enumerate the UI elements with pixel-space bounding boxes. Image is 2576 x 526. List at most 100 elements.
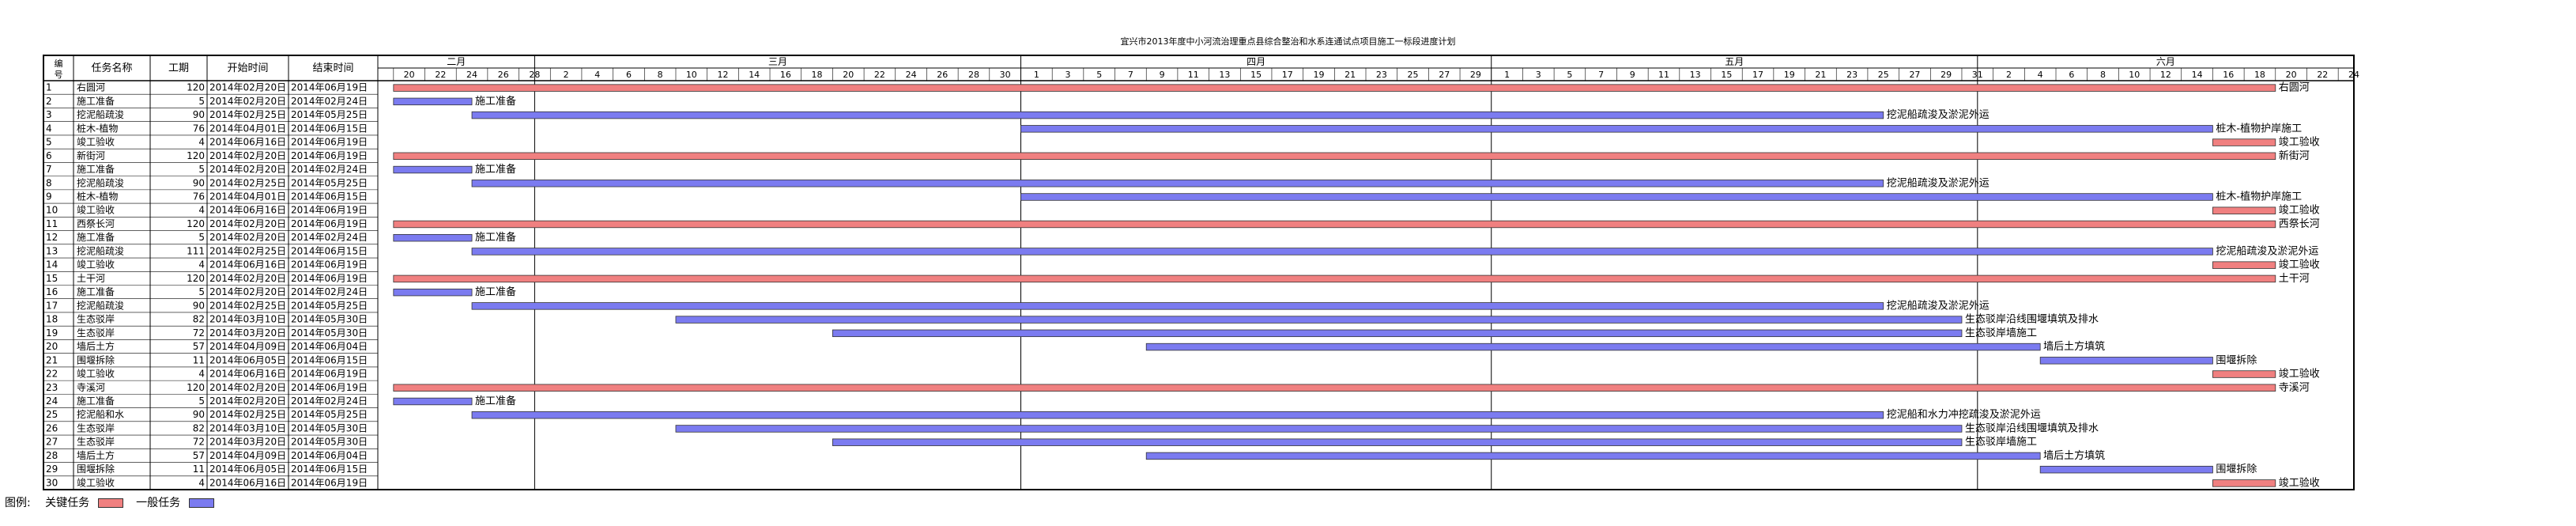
- cell-end: 2014年06月19日: [291, 259, 368, 271]
- task-bar-label: 竣工验收: [2279, 136, 2320, 149]
- cell-name: 挖泥船疏浚: [77, 299, 124, 311]
- cell-name: 施工准备: [77, 232, 115, 243]
- day-label: 25: [1878, 70, 1889, 80]
- cell-id: 22: [46, 369, 58, 380]
- task-bar-label: 右圆河: [2279, 82, 2310, 94]
- cell-id: 1: [46, 82, 52, 93]
- task-bar-label: 墙后土方填筑: [2043, 340, 2105, 353]
- day-label: 11: [1658, 70, 1669, 80]
- day-label: 13: [1690, 70, 1701, 80]
- cell-name: 土干河: [77, 273, 105, 284]
- header-duration: 工期: [168, 62, 189, 74]
- cell-duration: 120: [187, 382, 205, 393]
- task-bar-label: 竣工验收: [2279, 259, 2320, 271]
- task-bar-label: 挖泥船疏浚及淤泥外运: [2216, 245, 2318, 257]
- cell-name: 墙后土方: [77, 449, 115, 461]
- cell-end: 2014年06月15日: [291, 191, 368, 202]
- day-label: 17: [1752, 70, 1763, 80]
- task-bar: [471, 248, 2213, 255]
- cell-name: 右圆河: [77, 81, 105, 93]
- task-bar-label: 新街河: [2279, 149, 2310, 162]
- cell-name: 挖泥船疏浚: [77, 108, 124, 120]
- task-bar-label: 挖泥船和水力冲挖疏浚及淤泥外运: [1887, 409, 2041, 421]
- cell-start: 2014年02月20日: [209, 164, 286, 175]
- cell-id: 18: [46, 314, 58, 325]
- day-label: 14: [749, 70, 760, 80]
- day-label: 2: [564, 70, 569, 80]
- cell-duration: 72: [193, 437, 205, 448]
- cell-duration: 120: [187, 150, 205, 161]
- day-label: 15: [1250, 70, 1262, 80]
- cell-start: 2014年06月05日: [209, 354, 286, 365]
- cell-start: 2014年02月20日: [209, 232, 286, 243]
- day-label: 26: [498, 70, 509, 80]
- cell-start: 2014年02月20日: [209, 96, 286, 107]
- task-bar: [2039, 357, 2213, 365]
- day-label: 1: [1504, 70, 1510, 80]
- day-label: 23: [1376, 70, 1387, 80]
- cell-end: 2014年05月25日: [291, 300, 368, 311]
- task-bar-label: 挖泥船疏浚及淤泥外运: [1887, 177, 1990, 189]
- cell-duration: 120: [187, 273, 205, 284]
- cell-name: 桩木-植物: [77, 190, 118, 202]
- day-label: 27: [1909, 70, 1920, 80]
- day-label: 10: [2129, 70, 2140, 80]
- cell-start: 2014年02月20日: [209, 382, 286, 393]
- cell-name: 生态驳岸: [77, 314, 115, 325]
- cell-id: 7: [46, 164, 52, 175]
- cell-id: 8: [46, 177, 52, 188]
- day-label: 14: [2192, 70, 2203, 80]
- cell-duration: 5: [198, 286, 205, 297]
- task-bar: [393, 397, 473, 406]
- task-bar: [471, 302, 1884, 310]
- cell-start: 2014年03月10日: [209, 314, 286, 325]
- day-label: 25: [1408, 70, 1419, 80]
- cell-duration: 5: [198, 395, 205, 407]
- cell-start: 2014年03月10日: [209, 422, 286, 433]
- cell-duration: 11: [193, 354, 205, 365]
- cell-id: 23: [46, 382, 58, 393]
- cell-name: 桩木-植物: [77, 122, 118, 134]
- cell-duration: 120: [187, 82, 205, 93]
- legend-critical-label: 关键任务: [45, 497, 90, 509]
- task-bar: [2212, 138, 2276, 146]
- task-bar: [675, 425, 1963, 433]
- cell-name: 施工准备: [77, 395, 115, 407]
- day-label: 7: [1598, 70, 1604, 80]
- day-label: 8: [658, 70, 663, 80]
- cell-end: 2014年05月30日: [291, 437, 368, 448]
- cell-start: 2014年02月20日: [209, 82, 286, 93]
- cell-start: 2014年02月25日: [209, 300, 286, 311]
- cell-start: 2014年04月01日: [209, 191, 286, 202]
- day-label: 27: [1439, 70, 1450, 80]
- cell-end: 2014年06月04日: [291, 450, 368, 461]
- day-label: 19: [1784, 70, 1795, 80]
- cell-end: 2014年06月19日: [291, 205, 368, 216]
- cell-id: 11: [46, 218, 58, 229]
- task-bar: [393, 165, 473, 174]
- task-bar: [393, 84, 2276, 92]
- cell-end: 2014年02月24日: [291, 164, 368, 175]
- cell-name: 生态驳岸: [77, 327, 115, 339]
- cell-end: 2014年05月30日: [291, 422, 368, 433]
- cell-end: 2014年06月15日: [291, 123, 368, 134]
- cell-duration: 4: [198, 477, 205, 488]
- cell-duration: 11: [193, 464, 205, 475]
- header-id: 号: [55, 70, 63, 80]
- cell-end: 2014年05月25日: [291, 409, 368, 420]
- day-label: 20: [2286, 70, 2297, 80]
- day-label: 23: [1846, 70, 1858, 80]
- task-bar-label: 桩木-植物护岸施工: [2216, 191, 2302, 202]
- cell-duration: 5: [198, 164, 205, 175]
- task-bar: [1020, 193, 2213, 201]
- task-bar: [2039, 465, 2213, 474]
- cell-start: 2014年02月25日: [209, 245, 286, 256]
- day-label: 4: [594, 70, 600, 80]
- day-label: 9: [1630, 70, 1635, 80]
- cell-duration: 82: [193, 422, 205, 433]
- cell-start: 2014年03月20日: [209, 327, 286, 339]
- cell-name: 竣工验收: [77, 136, 115, 148]
- cell-duration: 72: [193, 327, 205, 339]
- cell-start: 2014年06月16日: [209, 137, 286, 148]
- task-bar: [2212, 206, 2276, 214]
